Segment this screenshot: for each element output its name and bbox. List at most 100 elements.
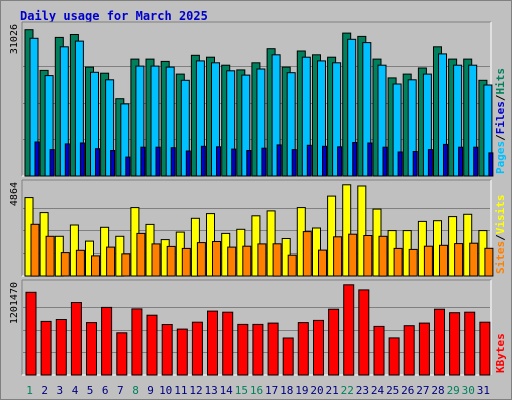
sites-bar-day-31 — [484, 247, 494, 277]
sites-bar-day-6 — [106, 246, 116, 277]
x-tick-label: 28 — [431, 384, 444, 397]
files-bar-day-5 — [90, 71, 99, 177]
sites-bar-day-13 — [212, 241, 221, 277]
x-tick-label: 8 — [132, 384, 139, 397]
x-tick-label: 22 — [341, 384, 354, 397]
kbytes-bar-day-4 — [70, 302, 82, 376]
legend-hits: Hits — [494, 68, 507, 95]
pages-bar-day-2 — [49, 149, 55, 177]
pages-bar-day-22 — [352, 142, 358, 177]
x-tick-label: 4 — [72, 384, 79, 397]
sites-bar-day-3 — [60, 252, 70, 277]
files-bar-day-31 — [483, 84, 493, 177]
visits-bar-day-22 — [342, 184, 352, 277]
x-tick-label: 17 — [265, 384, 278, 397]
sites-bar-day-18 — [287, 254, 297, 277]
x-tick-label: 21 — [325, 384, 338, 397]
files-bar-day-22 — [347, 38, 357, 177]
kbytes-bar-day-13 — [207, 310, 218, 376]
x-tick-label: 11 — [174, 384, 187, 397]
y-max-label: 4864 — [9, 182, 20, 206]
kbytes-bar-day-18 — [282, 337, 294, 376]
kbytes-bar-day-24 — [373, 325, 385, 376]
files-bar-day-27 — [422, 73, 432, 177]
files-bar-day-21 — [332, 62, 342, 177]
x-tick-label: 20 — [310, 384, 323, 397]
sites-bar-day-10 — [166, 245, 176, 277]
x-tick-label: 13 — [204, 384, 217, 397]
x-tick-label: 10 — [159, 384, 172, 397]
x-tick-label: 14 — [220, 384, 234, 397]
x-tick-label: 2 — [41, 384, 48, 397]
visits-bar-day-23 — [357, 185, 367, 277]
files-bar-day-14 — [226, 70, 236, 177]
pages-bar-day-7 — [125, 156, 131, 177]
pages-bar-day-19 — [306, 144, 312, 177]
legend-separator: / — [494, 234, 507, 241]
kbytes-bar-day-10 — [161, 324, 173, 376]
x-tick-label: 24 — [371, 384, 385, 397]
sites-bar-day-23 — [363, 235, 373, 277]
legend-separator: / — [494, 134, 507, 141]
pages-bar-day-17 — [276, 144, 282, 177]
x-tick-label: 25 — [386, 384, 399, 397]
y-series-label: Sites/Visits — [494, 195, 507, 275]
kbytes-bar-day-6 — [101, 306, 113, 376]
x-tick-label: 9 — [147, 384, 154, 397]
kbytes-bar-day-1 — [25, 291, 37, 376]
kbytes-bar-day-9 — [146, 314, 158, 376]
files-bar-day-23 — [362, 42, 372, 177]
files-bar-day-2 — [44, 75, 54, 177]
pages-bar-day-20 — [322, 145, 327, 177]
sites-bar-day-1 — [30, 223, 40, 277]
kbytes-bar-day-15 — [237, 323, 249, 376]
x-tick-label: 29 — [447, 384, 460, 397]
pages-bar-day-29 — [458, 146, 464, 177]
pages-bar-day-23 — [367, 142, 373, 177]
pages-bar-day-10 — [170, 147, 176, 177]
kbytes-bar-day-12 — [191, 321, 203, 376]
sites-bar-day-5 — [91, 255, 100, 277]
kbytes-bar-day-27 — [418, 322, 430, 376]
kbytes-bar-day-19 — [297, 322, 309, 376]
files-bar-day-13 — [211, 62, 220, 177]
pages-bar-day-25 — [397, 151, 403, 177]
sites-bar-day-20 — [318, 249, 327, 277]
sites-bar-day-30 — [469, 242, 479, 277]
files-bar-day-7 — [120, 103, 130, 177]
sites-bar-day-24 — [378, 235, 388, 277]
files-bar-day-10 — [165, 66, 175, 177]
files-bar-day-9 — [150, 65, 160, 177]
sites-bar-day-9 — [151, 243, 161, 277]
sites-bar-day-28 — [439, 244, 448, 277]
files-bar-day-25 — [392, 83, 402, 177]
legend-separator: / — [494, 94, 507, 101]
kbytes-bar-day-7 — [116, 332, 128, 376]
files-bar-day-19 — [301, 56, 311, 177]
x-tick-label: 15 — [235, 384, 248, 397]
legend-sites: Sites — [494, 241, 507, 274]
pages-bar-day-12 — [200, 145, 206, 177]
sites-bar-day-26 — [408, 248, 418, 277]
sites-bar-day-12 — [196, 242, 206, 277]
files-bar-day-20 — [317, 60, 326, 177]
kbytes-bar-day-3 — [55, 319, 67, 376]
visits-bar-day-21 — [327, 195, 337, 277]
legend-kbytes: KBytes — [494, 333, 507, 373]
sites-bar-day-8 — [136, 232, 146, 277]
y-series-label: Pages/Files/Hits — [494, 68, 507, 174]
files-bar-day-24 — [377, 64, 387, 177]
kbytes-bar-day-17 — [267, 322, 279, 376]
x-tick-label: 5 — [87, 384, 94, 397]
sites-bar-day-22 — [348, 233, 358, 277]
sites-bar-day-7 — [121, 253, 131, 277]
sites-bar-day-14 — [227, 246, 237, 277]
files-bar-day-8 — [135, 65, 145, 177]
files-bar-day-26 — [407, 79, 417, 177]
x-tick-label: 7 — [117, 384, 124, 397]
pages-bar-day-21 — [337, 146, 343, 177]
files-bar-day-1 — [29, 37, 39, 177]
x-tick-label: 3 — [56, 384, 63, 397]
pages-bar-day-16 — [261, 147, 267, 177]
